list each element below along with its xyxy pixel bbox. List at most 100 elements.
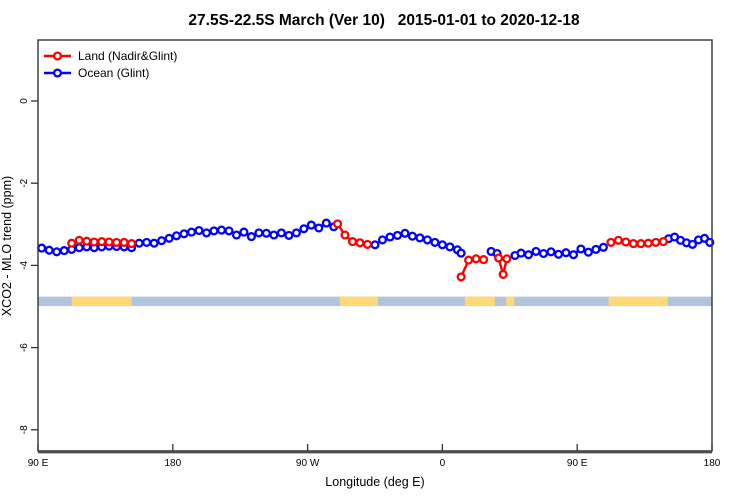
- legend-marker-land-icon: [52, 51, 63, 61]
- data-point: [531, 246, 541, 256]
- land-ocean-band: [38, 296, 712, 307]
- data-point: [112, 237, 122, 247]
- data-point: [52, 247, 62, 257]
- x-tick-label: 90 E: [567, 458, 588, 469]
- chart-title: 27.5S-22.5S March (Ver 10) 2015-01-01 to…: [188, 12, 580, 29]
- data-point: [134, 238, 144, 248]
- data-point: [479, 255, 489, 265]
- data-point: [97, 237, 107, 247]
- data-point: [464, 255, 474, 265]
- data-point: [385, 232, 395, 242]
- data-point: [430, 237, 440, 247]
- data-point: [628, 239, 638, 249]
- data-point: [209, 226, 219, 236]
- data-point: [127, 239, 137, 249]
- data-point: [89, 237, 99, 247]
- data-point: [201, 228, 212, 238]
- data-point: [82, 236, 92, 246]
- data-point: [561, 248, 571, 258]
- data-point: [400, 228, 410, 238]
- data-point: [59, 246, 69, 256]
- x-tick-label: 0: [440, 458, 446, 469]
- data-point: [104, 237, 114, 247]
- data-point: [651, 237, 661, 247]
- data-point: [291, 228, 301, 238]
- data-point: [231, 230, 242, 240]
- data-point: [471, 254, 481, 264]
- data-point: [216, 225, 227, 235]
- x-tick-label: 90 E: [28, 458, 49, 469]
- data-point: [261, 228, 271, 238]
- data-point: [687, 239, 698, 249]
- data-point: [299, 224, 309, 234]
- data-point: [355, 238, 365, 248]
- data-point: [142, 237, 152, 247]
- data-point: [591, 244, 601, 254]
- data-point: [494, 253, 504, 263]
- land-band-segment: [339, 296, 378, 307]
- data-point: [606, 237, 616, 247]
- data-point: [276, 228, 286, 238]
- legend-label-land: Land (Nadir&Glint): [78, 49, 177, 63]
- data-point: [67, 238, 77, 248]
- data-point: [74, 235, 84, 245]
- data-point: [321, 218, 331, 228]
- data-point: [583, 247, 593, 257]
- data-point: [392, 230, 403, 240]
- data-point: [377, 235, 388, 245]
- x-tick-label: 90 W: [296, 458, 320, 469]
- data-point: [502, 254, 512, 264]
- data-point: [269, 230, 279, 240]
- legend-entry-land: Land (Nadir&Glint): [44, 49, 177, 63]
- data-point: [658, 237, 668, 247]
- data-point: [498, 269, 508, 279]
- data-point: [164, 233, 174, 243]
- data-point: [437, 240, 447, 250]
- x-tick-label: 180: [704, 458, 721, 469]
- data-point: [246, 232, 256, 242]
- axes: 90 E 180 90 W 0 90 E 180 0 -2 -4 -6 -8: [19, 39, 721, 469]
- data-point: [37, 243, 47, 253]
- data-point: [157, 236, 167, 246]
- data-point: [362, 239, 373, 249]
- data-point: [621, 237, 631, 247]
- data-series: [37, 218, 715, 282]
- data-point: [239, 227, 249, 237]
- data-point: [643, 238, 653, 248]
- data-point: [254, 228, 264, 238]
- data-point: [171, 231, 182, 241]
- legend-label-ocean: Ocean (Glint): [78, 66, 149, 80]
- data-point: [568, 250, 579, 260]
- data-point: [546, 247, 556, 257]
- data-point: [44, 245, 54, 255]
- land-band-segment: [608, 296, 668, 307]
- data-point: [523, 250, 534, 260]
- data-point: [224, 226, 234, 236]
- data-point: [314, 223, 324, 233]
- data-point: [186, 227, 197, 237]
- y-tick-label: -4: [19, 261, 30, 270]
- legend-entry-ocean: Ocean (Glint): [44, 66, 149, 80]
- data-point: [407, 231, 417, 241]
- y-tick-label: -2: [19, 178, 30, 187]
- data-point: [370, 240, 380, 250]
- data-point: [340, 230, 350, 240]
- data-point: [119, 237, 129, 247]
- series-land: [67, 219, 668, 282]
- data-point: [179, 229, 189, 239]
- data-point: [347, 237, 358, 247]
- land-band-segment: [464, 296, 495, 307]
- y-tick-label: -8: [19, 425, 30, 434]
- y-axis-label: XCO2 - MLO trend (ppm): [0, 176, 14, 316]
- data-point: [306, 220, 316, 230]
- x-tick-label: 180: [164, 458, 181, 469]
- data-point: [516, 248, 526, 258]
- x-axis-label: Longitude (deg E): [325, 475, 424, 489]
- data-point: [456, 248, 466, 258]
- data-point: [445, 242, 455, 252]
- data-point: [333, 219, 343, 229]
- data-point: [194, 225, 204, 236]
- data-point: [149, 238, 159, 248]
